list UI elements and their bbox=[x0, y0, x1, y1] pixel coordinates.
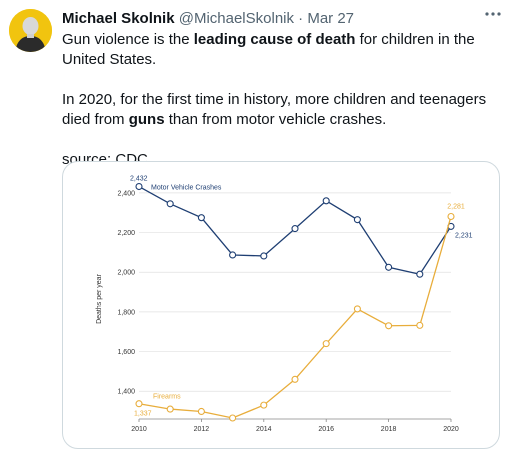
data-point bbox=[416, 321, 424, 329]
author-handle[interactable]: @MichaelSkolnik bbox=[178, 10, 294, 27]
x-tick-label: 2012 bbox=[194, 426, 210, 433]
avatar[interactable] bbox=[9, 9, 52, 52]
data-point bbox=[197, 407, 205, 416]
data-point bbox=[322, 340, 330, 348]
data-point bbox=[197, 214, 205, 222]
data-point bbox=[229, 414, 237, 422]
data-point bbox=[385, 322, 393, 330]
line-chart: 1,400 1,600 1,800 2,000 2,200 2,400 2010 2012 20… bbox=[96, 176, 473, 433]
y-tick-label: 2,000 bbox=[117, 270, 135, 277]
series-label: Motor Vehicle Crashes bbox=[151, 185, 222, 192]
data-point bbox=[385, 263, 393, 271]
data-point bbox=[260, 252, 268, 260]
data-point bbox=[353, 216, 361, 224]
y-tick-label: 2,200 bbox=[117, 230, 135, 237]
data-point bbox=[166, 200, 174, 208]
bold-text: guns bbox=[128, 111, 165, 128]
author-name[interactable]: Michael Skolnik bbox=[62, 10, 175, 27]
data-point bbox=[135, 182, 143, 191]
data-point bbox=[260, 401, 268, 409]
tweet-header: Michael Skolnik @MichaelSkolnik · Mar 27 bbox=[62, 10, 354, 28]
x-tick-label: 2014 bbox=[256, 426, 272, 433]
chart-image-card[interactable]: 1,400 1,600 1,800 2,000 2,200 2,400 2010 2012 20… bbox=[62, 161, 500, 449]
data-point bbox=[229, 251, 237, 259]
x-tick-label: 2020 bbox=[443, 426, 459, 433]
y-tick-label: 1,600 bbox=[117, 349, 135, 356]
tweet-paragraph-2: In 2020, for the first time in history, … bbox=[62, 90, 502, 130]
series-line bbox=[138, 216, 452, 419]
data-point bbox=[353, 305, 361, 313]
data-point bbox=[322, 197, 330, 205]
x-tick-label: 2018 bbox=[381, 426, 397, 433]
x-tick-label: 2016 bbox=[318, 426, 334, 433]
text-segment: Gun violence is the bbox=[62, 31, 194, 48]
y-tick-label: 2,400 bbox=[117, 190, 135, 197]
text-segment: In 2020, for the first time in history, … bbox=[62, 91, 487, 128]
tweet-date[interactable]: Mar 27 bbox=[307, 10, 355, 27]
series-label: Firearms bbox=[153, 394, 181, 401]
data-point bbox=[166, 405, 174, 413]
data-label: 2,281 bbox=[447, 203, 465, 210]
x-tick-label: 2010 bbox=[131, 426, 147, 433]
data-point bbox=[416, 270, 424, 278]
text-segment: than from motor vehicle crashes. bbox=[164, 111, 387, 128]
data-label: 2,432 bbox=[130, 176, 148, 183]
data-label: 2,231 bbox=[455, 232, 473, 239]
tweet-text: Gun violence is the leading cause of dea… bbox=[62, 30, 502, 170]
more-horizontal-icon[interactable] bbox=[483, 6, 503, 26]
data-point bbox=[447, 212, 455, 221]
data-point bbox=[291, 375, 299, 383]
data-point bbox=[291, 225, 299, 233]
data-label: 1,337 bbox=[134, 411, 152, 418]
y-tick-label: 1,800 bbox=[117, 309, 135, 316]
text-segment: for children in the United States. bbox=[62, 31, 475, 68]
data-point bbox=[135, 400, 143, 408]
y-axis-label: Deaths per year bbox=[96, 273, 103, 323]
y-tick-label: 1,400 bbox=[117, 389, 135, 396]
bold-text: leading cause of death bbox=[193, 31, 356, 48]
separator-dot: · bbox=[298, 10, 304, 27]
tweet-paragraph-1: Gun violence is the leading cause of dea… bbox=[62, 30, 502, 70]
